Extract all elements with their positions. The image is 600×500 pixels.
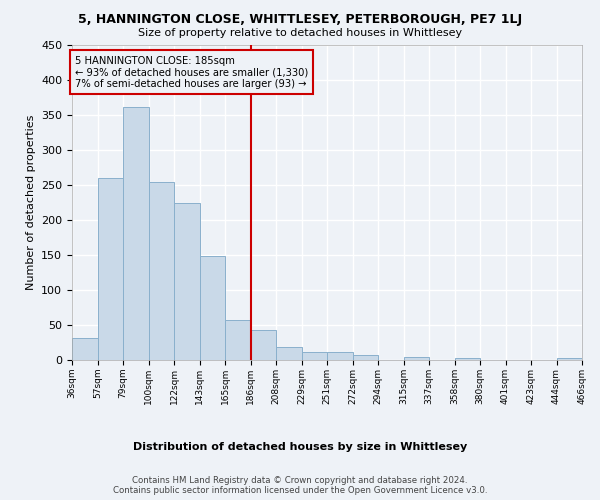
Text: 5, HANNINGTON CLOSE, WHITTLESEY, PETERBOROUGH, PE7 1LJ: 5, HANNINGTON CLOSE, WHITTLESEY, PETERBO…	[78, 12, 522, 26]
Text: 5 HANNINGTON CLOSE: 185sqm
← 93% of detached houses are smaller (1,330)
7% of se: 5 HANNINGTON CLOSE: 185sqm ← 93% of deta…	[74, 56, 308, 88]
Bar	[276, 348, 302, 360]
Bar	[199, 256, 225, 360]
Bar	[174, 202, 199, 360]
Bar	[97, 178, 123, 360]
Y-axis label: Number of detached properties: Number of detached properties	[26, 115, 35, 290]
Text: Distribution of detached houses by size in Whittlesey: Distribution of detached houses by size …	[133, 442, 467, 452]
Bar	[225, 320, 251, 360]
Bar	[302, 352, 327, 360]
Bar	[455, 358, 480, 360]
Bar	[123, 106, 149, 360]
Bar	[72, 338, 97, 360]
Bar	[404, 356, 429, 360]
Bar	[353, 355, 378, 360]
Bar	[327, 352, 353, 360]
Text: Size of property relative to detached houses in Whittlesey: Size of property relative to detached ho…	[138, 28, 462, 38]
Text: Contains HM Land Registry data © Crown copyright and database right 2024.
Contai: Contains HM Land Registry data © Crown c…	[113, 476, 487, 495]
Bar	[557, 358, 582, 360]
Bar	[149, 182, 174, 360]
Bar	[251, 330, 276, 360]
